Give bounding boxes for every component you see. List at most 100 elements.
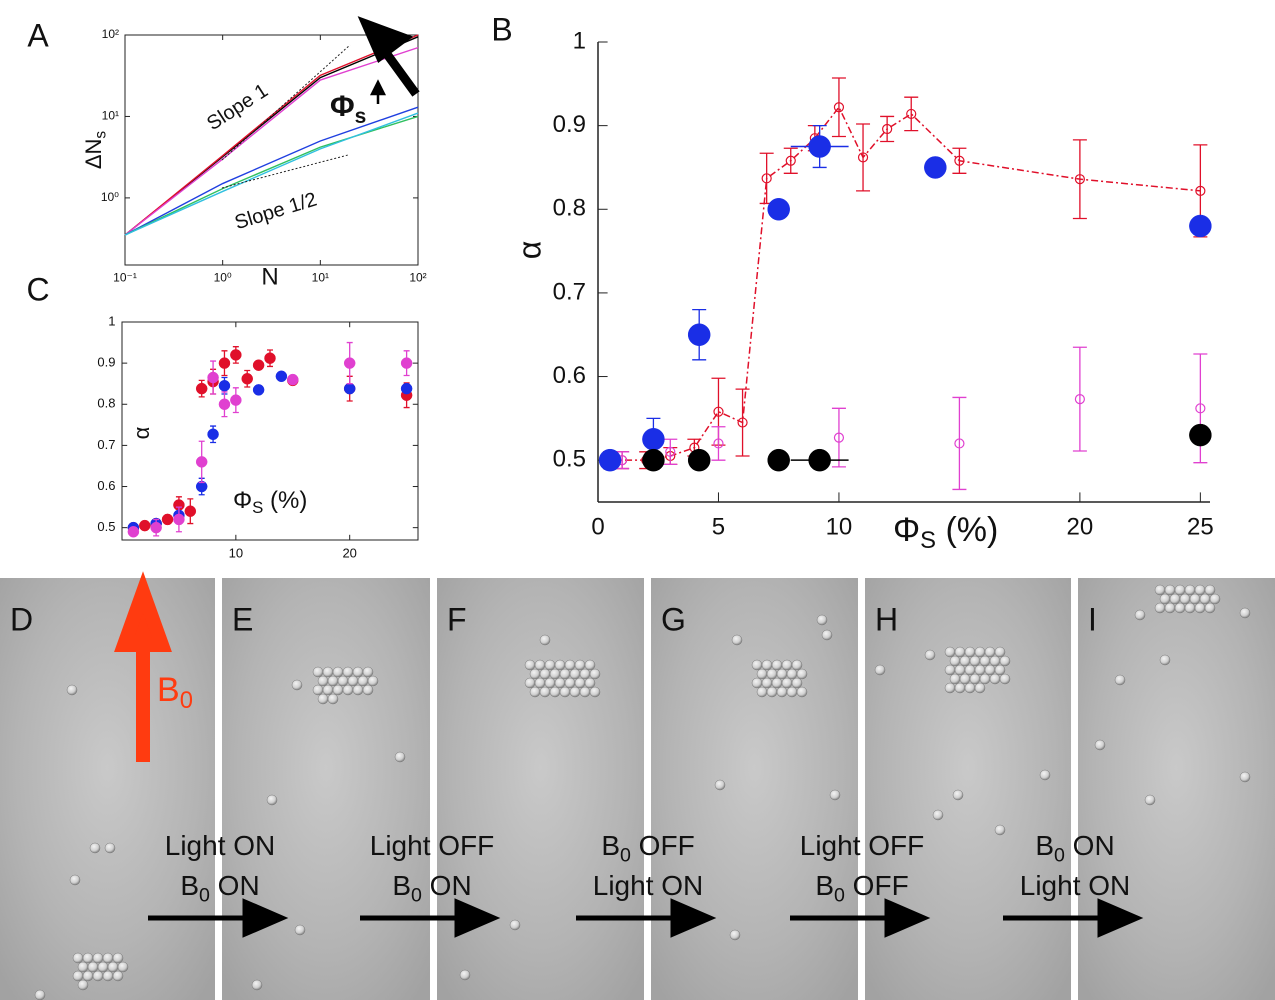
x-tick-label: 10⁻¹ [113,270,137,284]
text-part: B [157,671,180,709]
text-part: Light ON [593,870,704,901]
annotation: Slope 1/2 [232,188,319,234]
particle [342,684,354,696]
data-point [207,428,219,441]
data-point [687,323,711,346]
particle [1169,593,1181,605]
particle [539,634,551,646]
particle [342,666,354,678]
data-point [761,173,772,184]
data-point [1074,174,1085,185]
particle [874,664,886,676]
particle [781,677,793,689]
field-arrow [114,571,172,762]
particle [66,684,78,696]
data-point [218,357,231,369]
particle [97,961,109,973]
data-line [124,46,419,236]
step-caption: B0 ON [1035,830,1114,866]
guide [221,44,351,161]
particle [362,666,374,678]
data-point [954,438,965,449]
particle [994,824,1006,836]
particle [352,684,364,696]
data-point [343,382,356,395]
particle [589,668,601,680]
field-label: B0 [157,671,193,714]
particle [786,686,798,698]
step-arrow [1003,898,1144,938]
data-point [195,382,208,395]
text-part: OFF [631,830,695,861]
particle [312,666,324,678]
particle [579,686,591,698]
data-line [124,115,419,236]
particle [102,952,114,964]
micrograph [0,578,215,1000]
annotation: ΦS (%) [233,487,307,517]
panel-letter: H [875,601,898,637]
text-part: ΔN [81,139,106,170]
particle [579,668,591,680]
data-point [1195,185,1206,196]
particle [979,673,991,685]
particle [829,789,841,801]
y-tick-label: 1 [573,27,586,54]
particle [1144,794,1156,806]
text-part: (%) [263,487,307,514]
subscript: 0 [1054,845,1065,867]
particle [964,646,976,658]
data-point [924,156,947,179]
x-axis-label: N [261,263,278,290]
y-tick-label: 1 [108,313,115,328]
error-bar [1072,346,1087,452]
data-point [207,371,219,384]
particle [969,655,981,667]
particle [729,929,741,941]
data-point [150,521,162,534]
particle [291,679,303,691]
y-tick-label: 0.5 [553,446,586,473]
particle [332,666,344,678]
panel-letter: A [27,17,49,53]
particle [756,668,768,680]
particle [1184,584,1196,596]
arrow [357,16,420,97]
text-part: Φ [233,487,252,514]
y-axis-label: α [511,241,547,260]
step-caption: Light ON [1020,870,1131,901]
error-bar [904,96,919,132]
particle [92,952,104,964]
particle [989,655,1001,667]
particle [751,659,763,671]
step-caption: Light ON [165,830,276,861]
x-tick-label: 25 [1187,514,1214,541]
particle [554,659,566,671]
particle [77,961,89,973]
x-tick-label: 10² [409,270,426,284]
particle [327,693,339,705]
data-point [767,448,790,472]
step-caption: B0 OFF [601,830,694,866]
particle [994,664,1006,676]
y-axis-label: α [129,426,154,439]
particle [751,677,763,689]
particle [756,686,768,698]
step-caption: B0 ON [180,870,259,906]
panel-b: B 0 5 10 20 25 0.5 0.6 0.7 0.8 0.9 1 α ΦS (%) [491,11,1213,554]
particle [529,668,541,680]
particle [821,629,833,641]
particle [337,675,349,687]
particle [969,673,981,685]
error-bar [735,388,750,457]
step-caption: Light OFF [800,830,924,861]
panel-letter: I [1088,601,1097,637]
plot-frame [121,321,419,541]
data-point [127,526,140,538]
particle [984,646,996,658]
text-part: B [1035,830,1054,861]
particle [781,659,793,671]
particle [1154,602,1166,614]
particle [1204,602,1216,614]
